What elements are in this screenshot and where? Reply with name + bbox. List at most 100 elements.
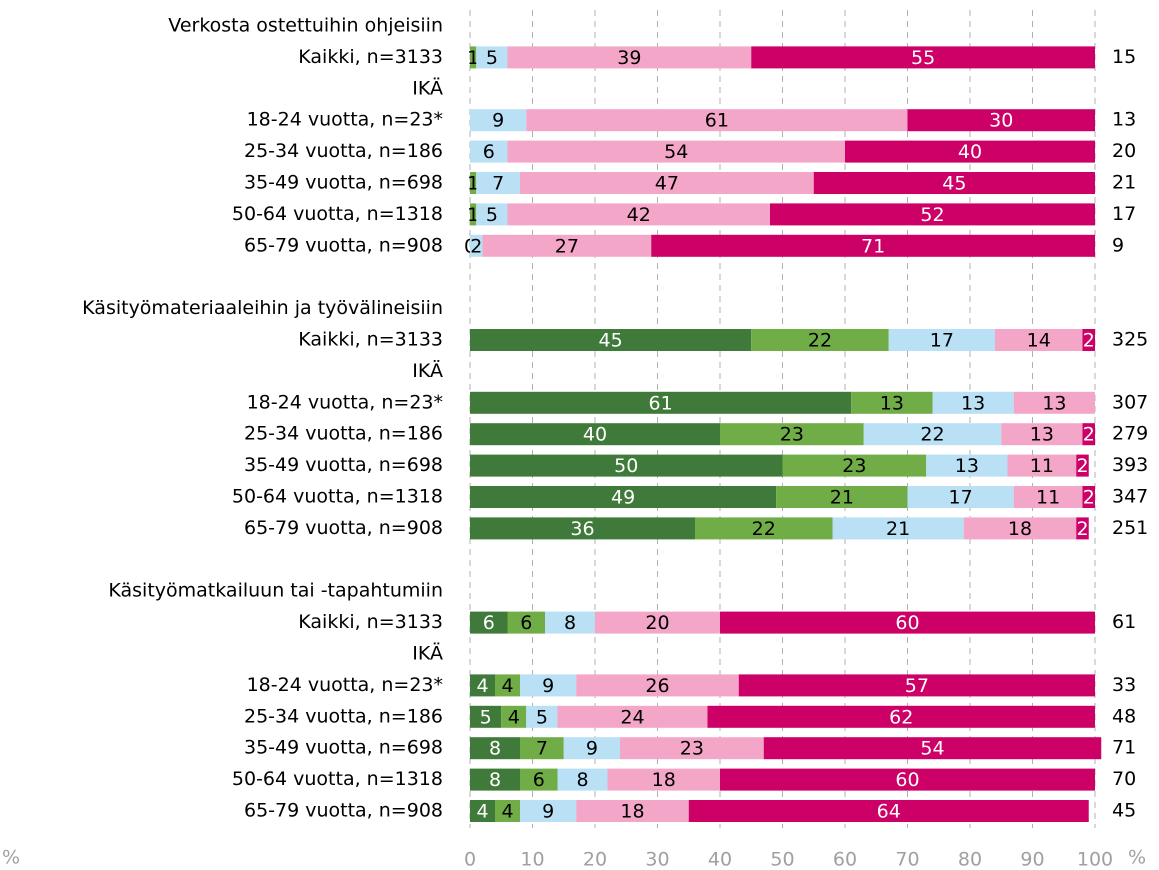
value-label: 11	[1036, 487, 1060, 509]
bar-segment	[907, 486, 1014, 508]
value-label: 54	[664, 141, 688, 163]
side-value: 48	[1112, 705, 1136, 727]
value-label: 22	[920, 424, 944, 446]
value-label: 6	[520, 612, 532, 634]
side-value: 307	[1112, 391, 1148, 413]
value-label: 5	[486, 204, 498, 226]
bar-segment	[470, 203, 477, 226]
value-label: 13	[1030, 424, 1054, 446]
x-tick-label: 40	[708, 849, 732, 870]
value-label: 7	[536, 738, 548, 760]
row-label: 18-24 vuotta, n=23*	[247, 391, 443, 413]
bar-segment	[470, 234, 483, 257]
value-label: 23	[842, 455, 866, 477]
x-unit: %	[1128, 847, 1146, 869]
side-value: 70	[1112, 768, 1136, 790]
x-tick-label: 20	[583, 849, 607, 870]
value-label: 40	[583, 424, 607, 446]
value-label: 17	[930, 330, 954, 352]
value-label: 24	[620, 706, 644, 728]
bar-segment	[482, 234, 652, 257]
bar-segment	[770, 203, 1095, 226]
bar-segment	[595, 611, 720, 634]
row-label: IKÄ	[412, 76, 443, 99]
bar-segment	[832, 517, 964, 540]
value-label: 17	[949, 487, 973, 509]
value-label: 49	[611, 487, 635, 509]
value-label: 5	[480, 706, 492, 728]
value-label: 61	[649, 392, 673, 414]
value-label: 22	[752, 518, 776, 540]
value-label: 9	[492, 110, 504, 132]
value-label: 11	[1030, 455, 1054, 477]
bar-segment	[813, 172, 1095, 194]
bar-segment	[1013, 391, 1095, 414]
x-tick-label: 50	[770, 849, 794, 870]
bar-segment	[470, 705, 502, 728]
x-tick-label: 70	[895, 849, 919, 870]
bar-segment	[1013, 486, 1083, 508]
side-value: 347	[1112, 486, 1148, 508]
side-value: 21	[1112, 172, 1136, 194]
bar-segment	[470, 172, 477, 194]
value-label: 4	[501, 801, 513, 823]
value-label: 13	[880, 392, 904, 414]
bar-segment	[963, 517, 1077, 540]
bar-segment	[476, 203, 508, 226]
value-label: 2	[1076, 518, 1088, 540]
x-tick-label: 90	[1020, 849, 1044, 870]
value-label: 40	[958, 141, 982, 163]
side-value: 61	[1112, 611, 1136, 633]
bar-segment	[470, 674, 495, 697]
value-label: 60	[895, 612, 919, 634]
row-label: Kaikki, n=3133	[298, 611, 443, 633]
value-label: 39	[617, 47, 641, 69]
row-label: 18-24 vuotta, n=23*	[247, 674, 443, 696]
x-tick-label: 0	[464, 849, 476, 870]
value-label: 9	[586, 738, 598, 760]
value-label: 18	[652, 769, 676, 791]
value-label: 20	[645, 612, 669, 634]
row-label: 65-79 vuotta, n=908	[244, 517, 443, 539]
bar-segment	[845, 140, 1095, 163]
value-label: 6	[533, 769, 545, 791]
x-unit: %	[2, 847, 20, 869]
bar-segment	[520, 172, 814, 194]
bar-segment	[1082, 423, 1095, 446]
row-label: 25-34 vuotta, n=186	[244, 423, 443, 445]
side-value: 251	[1112, 517, 1148, 539]
bar-segment	[776, 486, 908, 508]
group-title: Verkosta ostettuihin ohjeisiin	[168, 15, 443, 37]
row-label: 50-64 vuotta, n=1318	[232, 203, 443, 225]
value-label: 6	[483, 141, 495, 163]
bar-segment	[563, 737, 620, 760]
value-label: 2	[1076, 455, 1088, 477]
value-label: 22	[808, 330, 832, 352]
value-label: 62	[889, 706, 913, 728]
value-label: 55	[911, 47, 935, 69]
value-label: 45	[599, 330, 623, 352]
value-label: 57	[905, 675, 929, 697]
value-label: 9	[542, 801, 554, 823]
bar-segment	[495, 674, 520, 697]
bar-segment	[720, 611, 1095, 634]
value-label: 8	[564, 612, 576, 634]
bar-segment	[607, 768, 720, 791]
bar-segment	[707, 705, 1095, 728]
value-label: 4	[476, 675, 488, 697]
bar-segment	[520, 768, 558, 791]
value-label: 2	[1083, 487, 1095, 509]
bar-segment	[476, 172, 520, 194]
row-label: IKÄ	[412, 642, 443, 665]
value-label: 9	[542, 675, 554, 697]
bar-segment	[863, 423, 1002, 446]
bar-segment	[851, 391, 933, 414]
value-label: 14	[1027, 330, 1051, 352]
value-label: 21	[886, 518, 910, 540]
bar-segment	[1007, 454, 1077, 477]
row-label: 50-64 vuotta, n=1318	[232, 486, 443, 508]
value-label: 18	[620, 801, 644, 823]
value-label: 30	[989, 110, 1013, 132]
value-label: 4	[501, 675, 513, 697]
